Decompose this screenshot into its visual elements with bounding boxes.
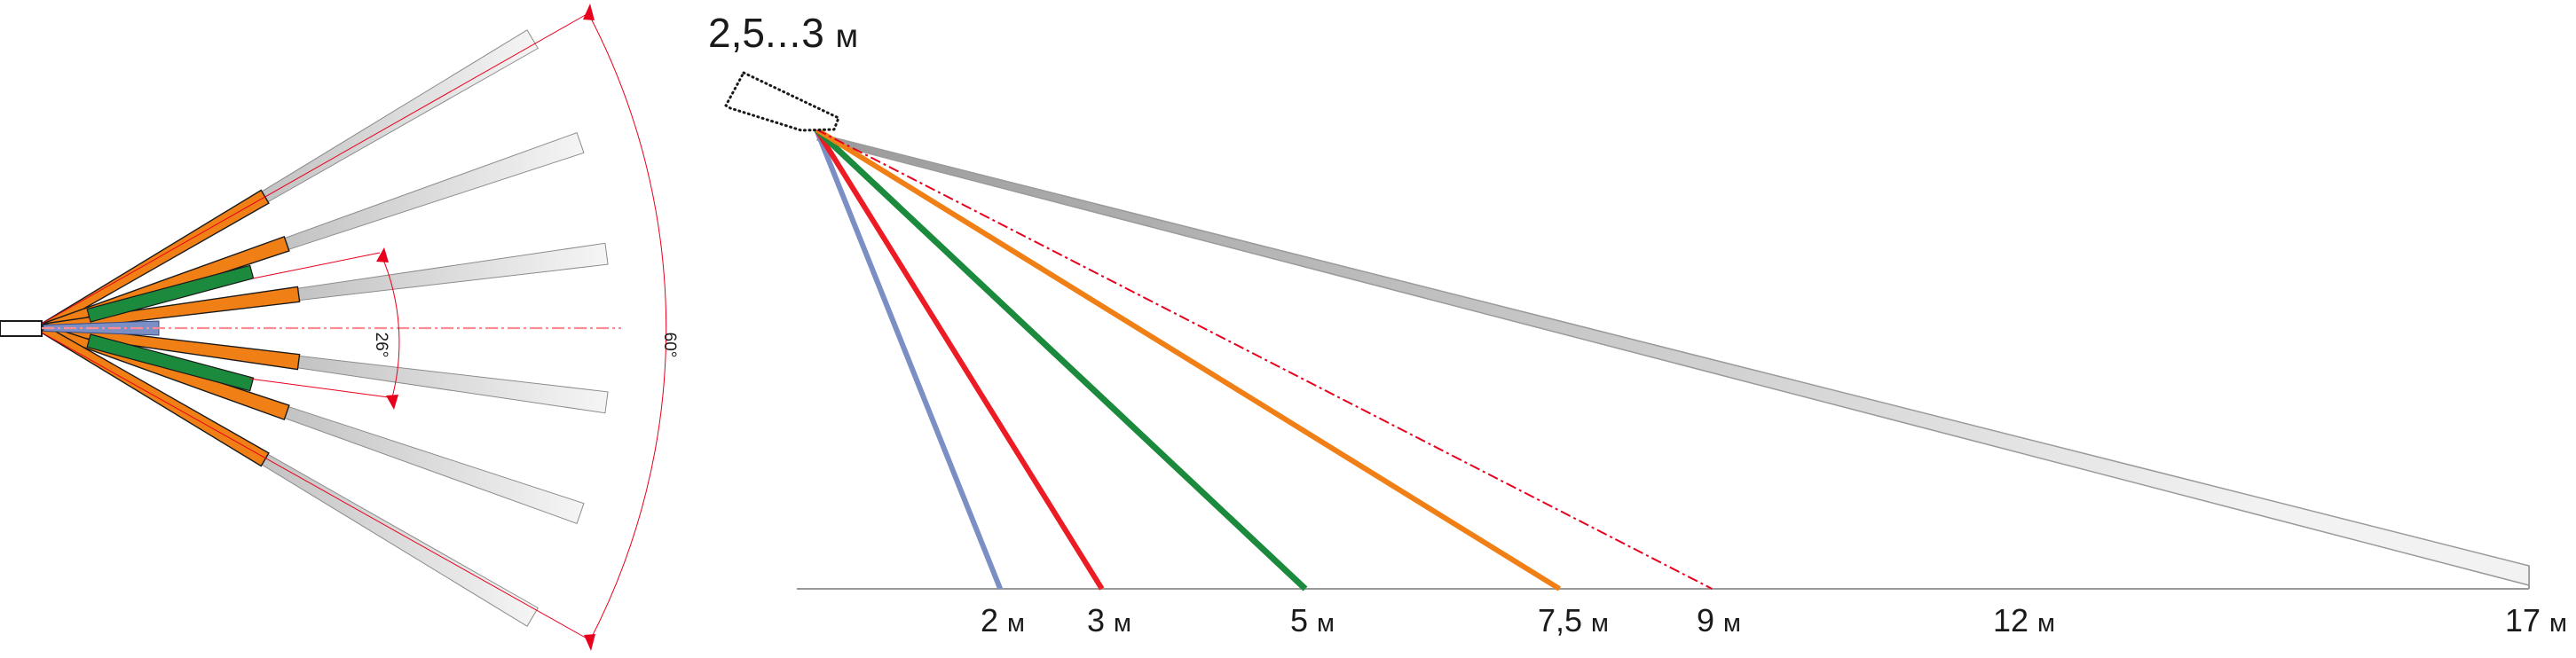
svg-text:60°: 60° — [660, 333, 679, 358]
svg-text:26°: 26° — [372, 333, 390, 358]
